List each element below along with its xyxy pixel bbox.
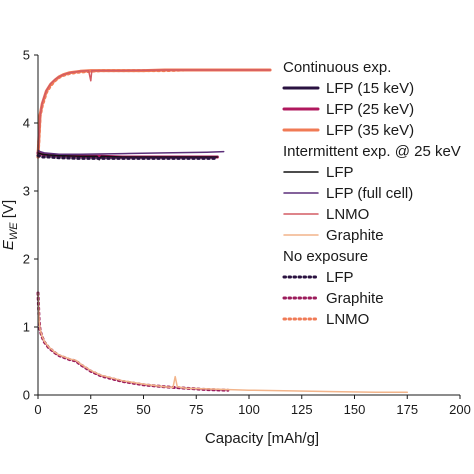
legend-entry-label: LNMO bbox=[326, 311, 369, 328]
legend-entry-label: Graphite bbox=[326, 290, 384, 307]
x-tick-label: 125 bbox=[291, 402, 313, 417]
x-tick-label: 50 bbox=[136, 402, 150, 417]
series-line bbox=[36, 68, 209, 159]
legend-entry-label: LFP (15 keV) bbox=[326, 80, 414, 97]
legend-group-title: Continuous exp. bbox=[283, 59, 391, 76]
legend-group-title: Intermittent exp. @ 25 keV bbox=[283, 143, 461, 160]
series-line bbox=[37, 292, 409, 394]
y-tick-label: 2 bbox=[23, 252, 30, 267]
x-tick-label: 175 bbox=[396, 402, 418, 417]
plot-area bbox=[36, 68, 409, 394]
series-line bbox=[36, 291, 230, 392]
series-line bbox=[36, 154, 219, 160]
y-tick-label: 1 bbox=[23, 320, 30, 335]
y-tick-label: 4 bbox=[23, 116, 30, 131]
series-line bbox=[37, 149, 225, 156]
y-tick-label: 3 bbox=[23, 184, 30, 199]
legend: Continuous exp. LFP (15 keV) LFP (25 keV) L… bbox=[282, 59, 461, 328]
y-tick-label: 5 bbox=[23, 48, 30, 63]
series-line bbox=[36, 68, 272, 159]
x-tick-label: 200 bbox=[449, 402, 471, 417]
legend-entry-label: Graphite bbox=[326, 227, 384, 244]
x-tick-label: 75 bbox=[189, 402, 203, 417]
legend-entry-label: LFP bbox=[326, 164, 354, 181]
x-tick-label: 150 bbox=[344, 402, 366, 417]
y-tick-label: 0 bbox=[23, 388, 30, 403]
x-tick-label: 100 bbox=[238, 402, 260, 417]
x-tick-label: 0 bbox=[34, 402, 41, 417]
x-axis-title: Capacity [mAh/g] bbox=[205, 430, 319, 447]
axes: 0 25 50 75 100 125 150 175 200 0 1 2 3 4 5 bbox=[23, 48, 471, 418]
legend-group-title: No exposure bbox=[283, 248, 368, 265]
x-tick-label: 25 bbox=[84, 402, 98, 417]
y-axis-title: EWE [V] bbox=[0, 200, 20, 250]
legend-entry-label: LFP (35 keV) bbox=[326, 122, 414, 139]
series-line bbox=[37, 69, 271, 158]
legend-entry-label: LFP (full cell) bbox=[326, 185, 413, 202]
legend-entry-label: LFP bbox=[326, 269, 354, 286]
legend-entry-label: LNMO bbox=[326, 206, 369, 223]
legend-entry-label: LFP (25 keV) bbox=[326, 101, 414, 118]
